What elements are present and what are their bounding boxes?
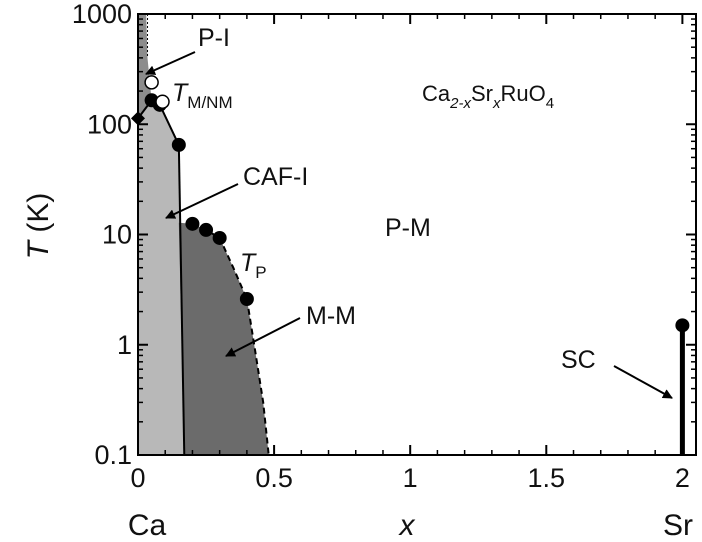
curve-label-t-p: TP: [240, 249, 267, 282]
y-tick-label: 0.1: [94, 440, 132, 470]
data-point-diamond: [131, 111, 145, 126]
data-point: [212, 230, 227, 245]
t-p-boundary-extension: [245, 298, 270, 456]
axis-ticks: [137, 13, 696, 456]
region-label-sc: SC: [561, 346, 596, 374]
x-axis-title: x: [398, 509, 416, 542]
p-i-region: [138, 14, 152, 119]
data-point-open: [144, 75, 159, 90]
arrow-sc: [613, 365, 673, 399]
x-tick-label: 2: [675, 463, 690, 493]
arrow-p-i: [145, 51, 196, 75]
data-point: [171, 137, 186, 152]
region-label-p-i: P-I: [198, 24, 230, 52]
x-tick-label: 1.5: [528, 463, 566, 493]
caf-i-region: [138, 100, 185, 456]
curve-label-t-m-nm: TM/NM: [172, 79, 233, 112]
arrow-m-m: [225, 317, 301, 357]
y-tick-label: 10: [102, 220, 132, 250]
region-label-caf-i: CAF-I: [243, 163, 308, 191]
region-label-p-m: P-M: [385, 214, 431, 242]
y-tick-label: 1: [117, 330, 132, 360]
caf-i-m-m-boundary: [177, 144, 186, 456]
data-point: [239, 291, 254, 306]
m-m-region: [178, 222, 269, 455]
data-point: [199, 222, 214, 237]
x-tick-label: 0: [130, 463, 145, 493]
y-tick-label: 1000: [72, 0, 132, 29]
y-tick-label: 100: [87, 109, 132, 139]
data-points: [131, 75, 690, 333]
chart-title: Ca2-xSrxRuO4: [422, 81, 554, 112]
tick-labels: 0 0.5 1 1.5 2 0.1 1 10 100 1000: [72, 0, 690, 493]
data-point: [185, 216, 200, 231]
data-point-open: [155, 94, 170, 109]
y-axis-title: T (K): [22, 193, 55, 260]
x-axis-end-label-sr: Sr: [663, 509, 693, 542]
data-point: [675, 318, 690, 333]
arrow-caf-i: [165, 183, 239, 219]
x-axis-end-label-ca: Ca: [128, 509, 167, 542]
region-label-m-m: M-M: [306, 302, 356, 330]
x-tick-label: 1: [403, 463, 418, 493]
phase-regions: [138, 14, 269, 456]
x-tick-label: 0.5: [255, 463, 293, 493]
